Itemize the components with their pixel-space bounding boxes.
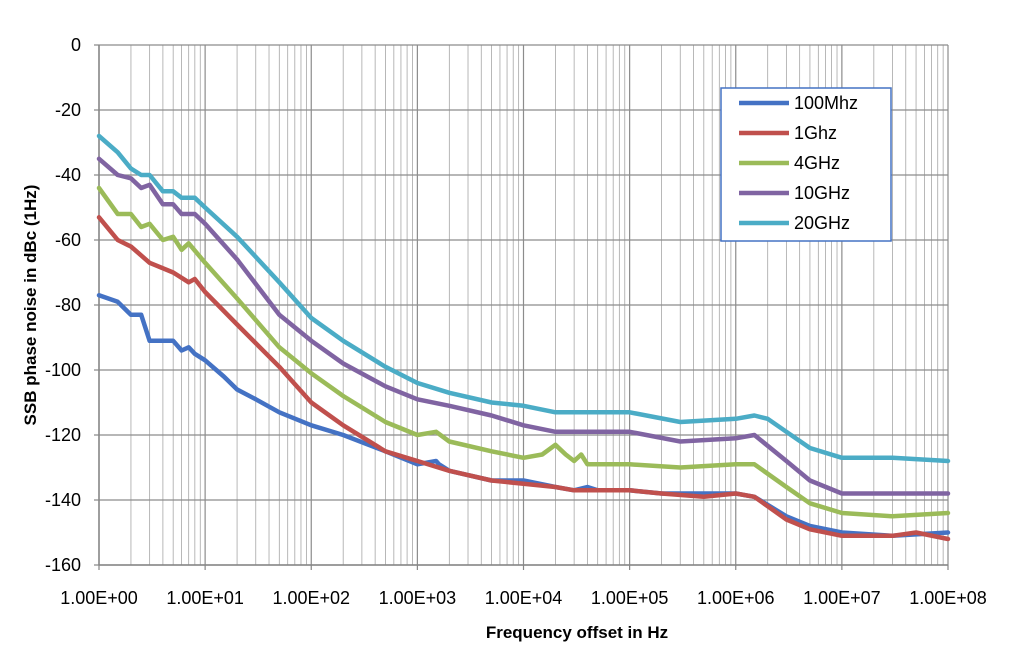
y-tick-label: -20 [55,100,81,120]
x-tick-label: 1.00E+07 [803,588,881,608]
legend-label: 100Mhz [794,93,858,113]
series-line-4ghz [96,185,951,519]
axes [94,44,949,570]
x-tick-label: 1.00E+08 [909,588,987,608]
x-tick-label: 1.00E+04 [485,588,563,608]
x-axis-title: Frequency offset in Hz [486,623,668,642]
y-tick-label: -120 [45,425,81,445]
y-axis-title: SSB phase noise in dBc (1Hz) [21,185,40,426]
legend-label: 20GHz [794,213,850,233]
x-tick-label: 1.00E+06 [697,588,775,608]
y-tick-label: 0 [71,35,81,55]
y-tick-label: -100 [45,360,81,380]
series-line-1ghz [96,215,951,542]
series-group [96,133,951,542]
x-tick-label: 1.00E+03 [379,588,457,608]
legend-label: 1Ghz [794,123,837,143]
y-tick-labels: 0 -20 -40 -60 -80 -100 -120 -140 -160 [45,35,81,575]
x-tick-label: 1.00E+01 [166,588,244,608]
series-line-10ghz [96,156,951,496]
y-tick-label: -80 [55,295,81,315]
series-line-20ghz [96,133,951,464]
legend: 100Mhz 1Ghz 4GHz 10GHz 20GHz [720,87,892,242]
x-tick-label: 1.00E+02 [272,588,350,608]
y-tick-label: -60 [55,230,81,250]
legend-label: 4GHz [794,153,840,173]
legend-label: 10GHz [794,183,850,203]
y-tick-label: -160 [45,555,81,575]
x-tick-label: 1.00E+05 [591,588,669,608]
y-tick-label: -40 [55,165,81,185]
x-tick-labels: 1.00E+00 1.00E+01 1.00E+02 1.00E+03 1.00E+04… [60,588,987,608]
x-tick-label: 1.00E+00 [60,588,138,608]
y-tick-label: -140 [45,490,81,510]
